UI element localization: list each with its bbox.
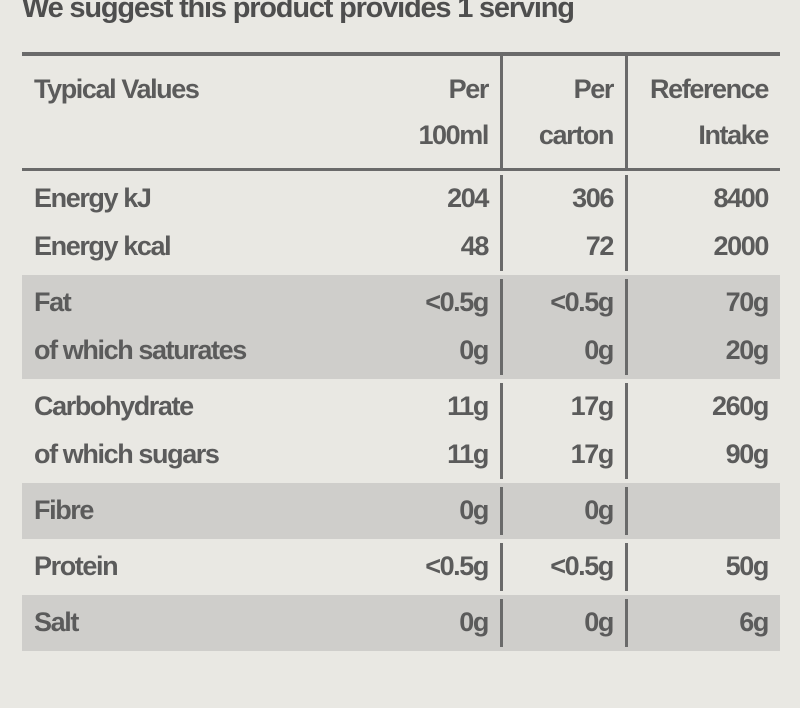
nutrient-label: of which sugars xyxy=(34,439,220,469)
table-row: Energy kcal 48 72 2000 xyxy=(22,223,780,271)
value-cell: 72 xyxy=(500,223,625,271)
value-cell: 17g xyxy=(500,383,625,431)
row-group: Carbohydrate 11g 17g 260g of which sugars 11g… xyxy=(22,379,780,483)
nutrient-label: Carbohydrate xyxy=(34,391,194,421)
value-cell: 0g xyxy=(459,607,489,637)
table-row: of which sugars 11g 17g 90g xyxy=(22,431,780,479)
value-cell: 204 xyxy=(447,183,489,213)
table-row: of which saturates 0g 0g 20g xyxy=(22,327,780,375)
header-line: Typical Values xyxy=(34,74,200,104)
value-cell: 50g xyxy=(625,543,780,591)
header-line: Reference xyxy=(650,74,769,104)
nutrition-table: Typical Values Per 100ml Per carton Reference… xyxy=(22,52,780,651)
nutrient-label: Energy kJ xyxy=(34,183,152,213)
table-row: Salt 0g 0g 6g xyxy=(22,599,780,647)
nutrient-label: Fibre xyxy=(34,495,94,525)
nutrient-label: Protein xyxy=(34,551,119,581)
table-row: Carbohydrate 11g 17g 260g xyxy=(22,383,780,431)
value-cell: <0.5g xyxy=(425,287,489,317)
header-line: Per xyxy=(573,74,615,104)
value-cell: 260g xyxy=(625,383,780,431)
value-cell: 17g xyxy=(500,431,625,479)
table-row: Protein <0.5g <0.5g 50g xyxy=(22,543,780,591)
header-line: Per xyxy=(448,74,490,104)
row-group: Energy kJ 204 306 8400 Energy kcal 48 72 2000 xyxy=(22,171,780,275)
column-header: Per 100ml xyxy=(390,56,500,168)
column-header: Typical Values xyxy=(22,56,390,168)
header-line: Intake xyxy=(698,120,769,150)
column-header: Reference Intake xyxy=(625,56,780,168)
table-row: Fibre 0g 0g xyxy=(22,487,780,535)
value-cell: 0g xyxy=(459,495,489,525)
nutrient-label: Energy kcal xyxy=(34,231,172,261)
value-cell: 70g xyxy=(625,279,780,327)
nutrient-label: Fat xyxy=(34,287,72,317)
table-row: Energy kJ 204 306 8400 xyxy=(22,175,780,223)
value-cell: 20g xyxy=(625,327,780,375)
value-cell: 0g xyxy=(459,335,489,365)
column-header: Per carton xyxy=(500,56,625,168)
serving-note: We suggest this product provides 1 servi… xyxy=(22,0,575,24)
table-row: Fat <0.5g <0.5g 70g xyxy=(22,279,780,327)
value-cell: 0g xyxy=(500,599,625,647)
value-cell: 6g xyxy=(625,599,780,647)
value-cell: 11g xyxy=(447,439,489,469)
row-group: Fibre 0g 0g xyxy=(22,483,780,539)
value-cell: 11g xyxy=(447,391,489,421)
value-cell: 8400 xyxy=(625,175,780,223)
value-cell: 0g xyxy=(500,327,625,375)
row-group: Fat <0.5g <0.5g 70g of which saturates 0g 0g 20… xyxy=(22,275,780,379)
row-group: Salt 0g 0g 6g xyxy=(22,595,780,651)
header-line: 100ml xyxy=(418,120,489,150)
value-cell: <0.5g xyxy=(425,551,489,581)
nutrient-label: Salt xyxy=(34,607,79,637)
value-cell: 2000 xyxy=(625,223,780,271)
value-cell: <0.5g xyxy=(500,543,625,591)
value-cell: <0.5g xyxy=(500,279,625,327)
value-cell: 306 xyxy=(500,175,625,223)
header-row: Typical Values Per 100ml Per carton Reference… xyxy=(22,56,780,171)
value-cell: 0g xyxy=(500,487,625,535)
value-cell: 90g xyxy=(625,431,780,479)
nutrient-label: of which saturates xyxy=(34,335,247,365)
header-line: carton xyxy=(538,120,615,150)
row-group: Protein <0.5g <0.5g 50g xyxy=(22,539,780,595)
value-cell xyxy=(625,487,780,535)
value-cell: 48 xyxy=(460,231,490,261)
